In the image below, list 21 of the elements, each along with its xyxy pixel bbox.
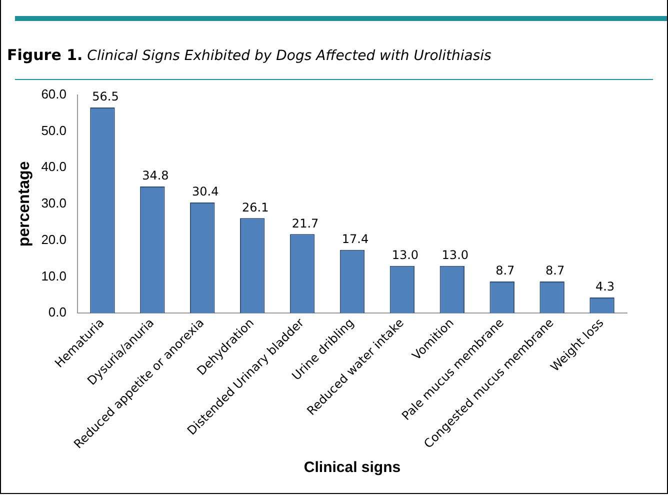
data-label: 34.8	[142, 168, 169, 183]
y-tick-label: 0.0	[48, 304, 66, 320]
y-tick-label: 40.0	[41, 159, 66, 174]
data-label: 8.7	[496, 264, 515, 278]
data-label: 26.1	[242, 200, 269, 214]
chart-title: Figure 1. Clinical Signs Exhibited by Dogs Affected with Urolithiasis	[7, 46, 492, 64]
x-axis-title: Clinical signs	[304, 459, 401, 476]
y-tick-label: 50.0	[41, 122, 66, 138]
data-label: 4.3	[595, 280, 615, 294]
data-label: 30.4	[192, 184, 219, 199]
data-label: 56.5	[92, 90, 119, 104]
data-label: 13.0	[392, 248, 419, 262]
data-label: 13.0	[442, 248, 469, 262]
data-label: 21.7	[292, 216, 319, 230]
y-tick-label: 60.0	[41, 86, 66, 102]
data-label: 17.4	[342, 232, 369, 246]
y-axis-title: percentage	[16, 161, 34, 247]
data-label: 8.7	[546, 264, 565, 278]
y-tick-label: 20.0	[41, 232, 66, 247]
y-tick-label: 30.0	[41, 196, 66, 211]
y-tick-label: 10.0	[41, 268, 66, 284]
